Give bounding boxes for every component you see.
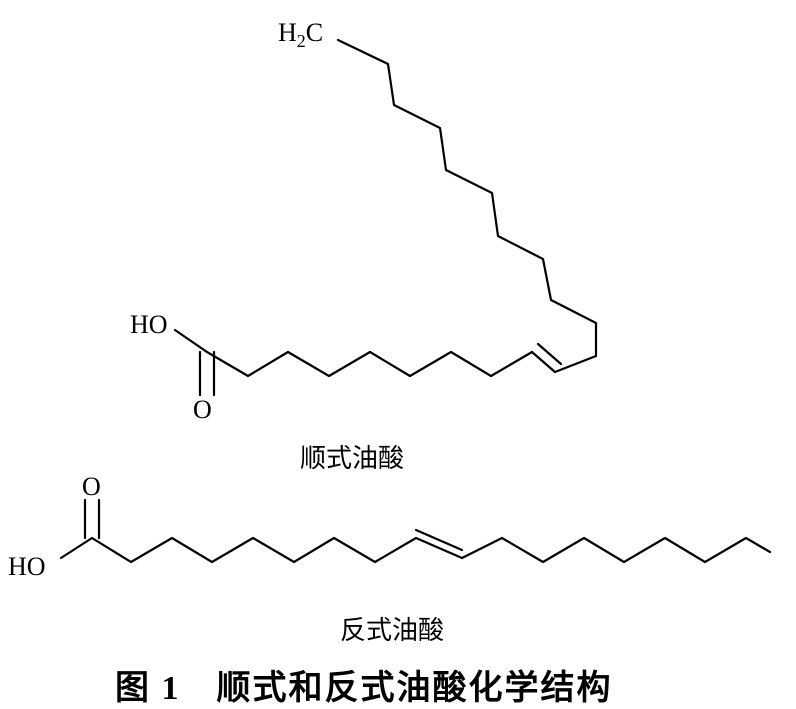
trans-label: 反式油酸: [340, 610, 444, 647]
chemical-structure-svg: [0, 0, 796, 706]
trans-ho-atom: HO: [8, 552, 46, 582]
cis-o-atom: O: [193, 395, 212, 425]
cis-ho-atom: HO: [130, 310, 168, 340]
cis-ch2-atom: H2C: [278, 18, 323, 52]
figure-caption: 图 1 顺式和反式油酸化学结构: [115, 660, 613, 709]
trans-o-atom: O: [82, 472, 101, 502]
cis-label: 顺式油酸: [300, 438, 404, 475]
